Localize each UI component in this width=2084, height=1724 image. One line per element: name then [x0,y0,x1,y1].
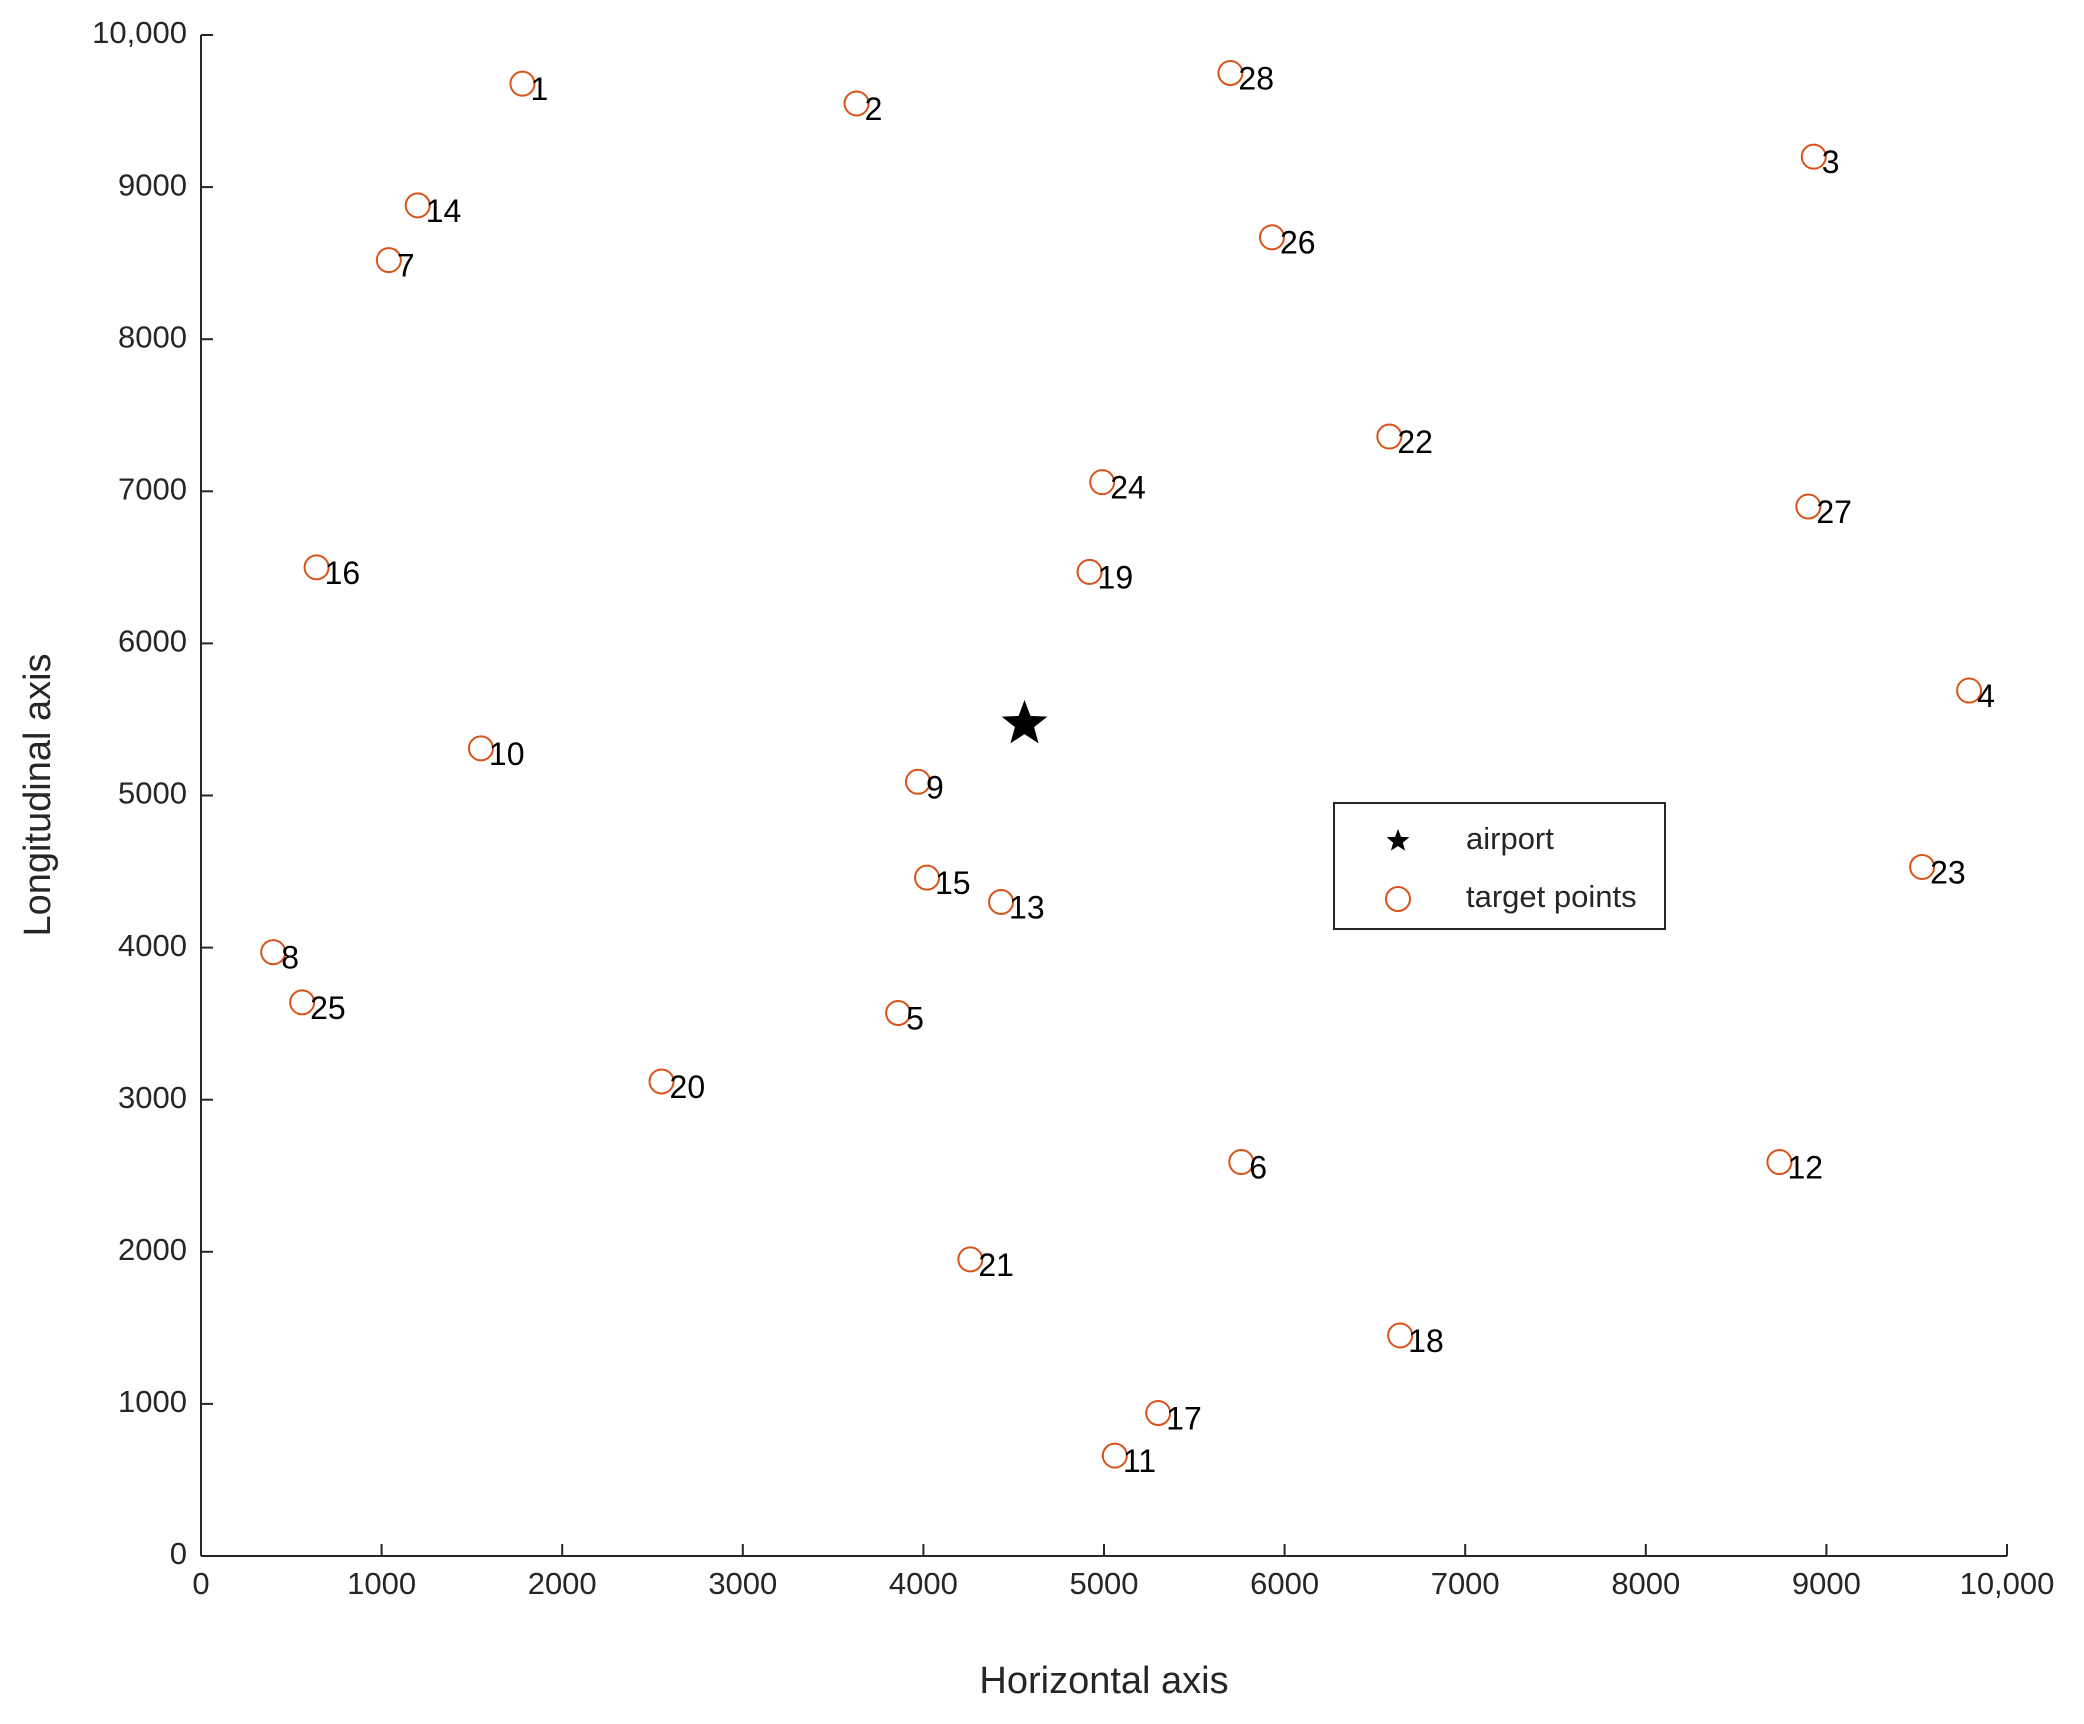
circle-marker [303,554,330,581]
legend-label: airport [1466,821,1554,856]
circle-marker [648,1068,675,1095]
y-tick-label: 5000 [118,776,187,811]
star-marker [1386,829,1410,851]
y-tick-label: 8000 [118,319,187,354]
point-label: 26 [1280,225,1316,261]
circle-marker [1956,677,1983,704]
point-label: 2 [865,91,883,127]
y-tick-label: 4000 [118,928,187,963]
circle-marker [375,247,402,274]
point-label: 13 [1009,889,1045,925]
circle-marker [1385,886,1411,912]
point-label: 17 [1166,1400,1202,1436]
point-label: 23 [1930,854,1966,890]
circle-marker [1800,143,1827,170]
point-label: 21 [978,1247,1014,1283]
x-tick-label: 9000 [1792,1566,1861,1601]
point-label: 4 [1977,678,1995,714]
y-axis-title: Longitudinal axis [17,653,59,936]
y-tick-label: 3000 [118,1080,187,1115]
circle-marker [1766,1149,1793,1176]
circle-marker [467,735,494,762]
x-tick-label: 4000 [889,1566,958,1601]
circle-marker [1089,469,1116,496]
point-label: 11 [1123,1443,1156,1479]
point-label: 14 [426,193,462,229]
circle-marker [988,888,1015,915]
point-label: 22 [1397,424,1433,460]
y-tick-label: 10,000 [92,15,187,50]
point-label: 5 [906,1000,924,1036]
x-tick-label: 1000 [347,1566,416,1601]
point-label: 9 [926,769,944,805]
point-label: 6 [1249,1150,1267,1186]
legend-label: target points [1466,879,1637,914]
point-label: 19 [1098,559,1134,595]
y-tick-label: 7000 [118,471,187,506]
circle-marker [260,939,287,966]
point-label: 24 [1110,470,1146,506]
y-tick-label: 9000 [118,167,187,202]
x-tick-label: 8000 [1611,1566,1680,1601]
x-tick-label: 7000 [1431,1566,1500,1601]
y-tick-label: 6000 [118,624,187,659]
point-label: 28 [1238,60,1274,96]
point-label: 15 [935,865,971,901]
circle-marker [885,1000,912,1027]
point-label: 27 [1816,494,1852,530]
point-label: 8 [281,940,299,976]
y-tick-label: 1000 [118,1384,187,1419]
circle-marker [289,989,316,1016]
y-tick-label: 2000 [118,1232,187,1267]
circle-marker [1076,558,1103,585]
star-marker [1001,700,1048,744]
x-tick-label: 5000 [1070,1566,1139,1601]
x-tick-label: 10,000 [1960,1566,2055,1601]
circle-marker [843,90,870,117]
x-tick-label: 0 [192,1566,209,1601]
circle-marker [1795,493,1822,520]
circle-marker [1376,423,1403,450]
point-label: 3 [1822,144,1840,180]
point-label: 16 [325,555,361,591]
circle-marker [914,864,941,891]
circle-marker [1387,1322,1414,1349]
circle-marker [1217,60,1244,87]
circle-marker [1909,853,1936,880]
circle-marker [1258,224,1285,251]
circle-marker [904,768,931,795]
point-label: 1 [530,71,548,107]
circle-marker [1145,1400,1172,1427]
point-label: 25 [310,990,346,1026]
x-tick-label: 2000 [528,1566,597,1601]
circle-marker [1101,1442,1128,1469]
circle-marker [509,70,536,97]
point-label: 12 [1787,1150,1823,1186]
circle-marker [404,192,431,219]
circle-marker [957,1246,984,1273]
point-label: 7 [397,248,415,284]
point-label: 18 [1408,1323,1444,1359]
y-tick-label: 0 [170,1536,187,1571]
circle-marker [1228,1149,1255,1176]
x-axis-title: Horizontal axis [979,1660,1228,1702]
point-label: 10 [489,736,525,772]
x-tick-label: 6000 [1250,1566,1319,1601]
point-label: 20 [670,1069,706,1105]
x-tick-label: 3000 [708,1566,777,1601]
